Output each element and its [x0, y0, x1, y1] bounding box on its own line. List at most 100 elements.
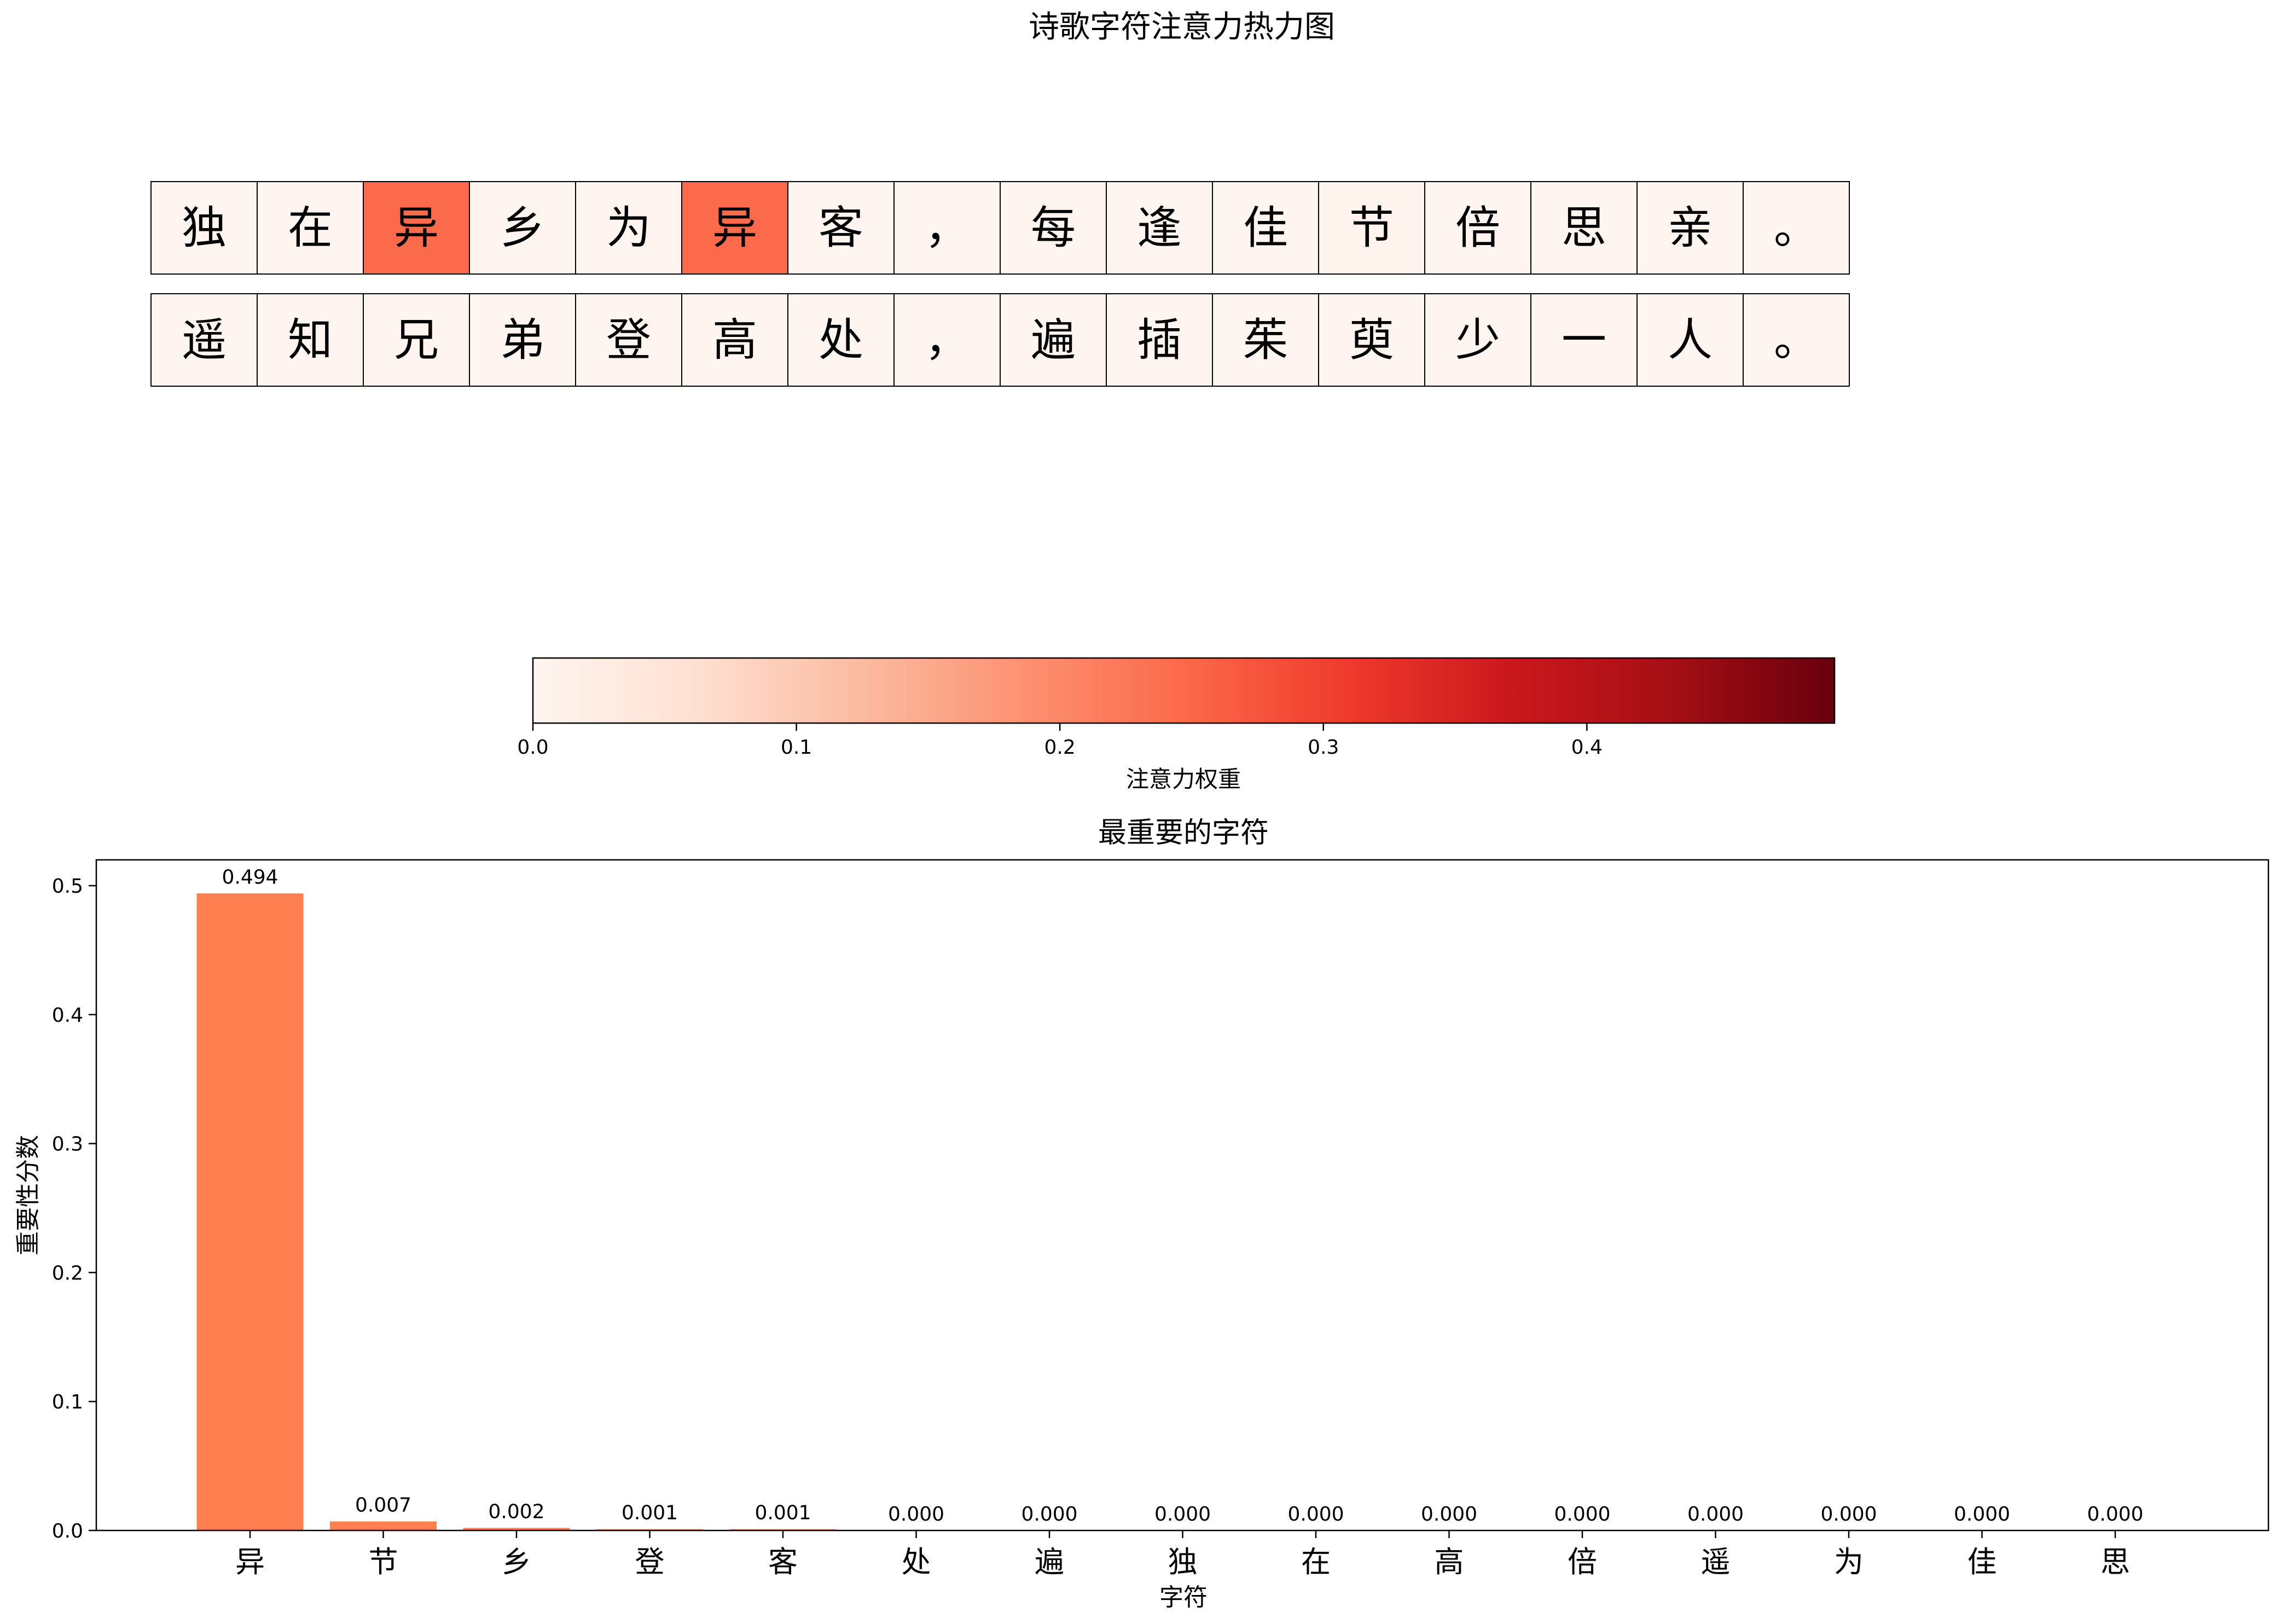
heatmap-cell-char: 异: [394, 202, 439, 254]
bar-chart-title: 最重要的字符: [1098, 817, 1269, 849]
y-tick-label: 0.2: [52, 1262, 83, 1284]
x-tick-label: 高: [1435, 1545, 1464, 1579]
colorbar-tick-label: 0.1: [781, 736, 812, 759]
heatmap-cell-char: ，: [925, 315, 970, 366]
y-axis: 0.0 0.1 0.2 0.3 0.4 0.5: [52, 875, 96, 1542]
bar-value-label: 0.000: [1154, 1503, 1211, 1526]
bar-chart-panel: 最重要的字符 0.494 0.007 0.002 0.001 0.001 0.000 0.0…: [14, 817, 2270, 1611]
bar-value-label: 0.000: [1021, 1503, 1077, 1526]
heatmap-title: 诗歌字符注意力热力图: [1029, 9, 1335, 45]
x-tick-label: 节: [369, 1545, 398, 1579]
heatmap-cell: [469, 293, 576, 387]
colorbar-ticks: 0.0 0.1 0.2 0.3 0.4: [517, 723, 1603, 759]
heatmap-cell: [575, 181, 682, 275]
heatmap-cell-char: 节: [1349, 202, 1394, 254]
heatmap-cell-char: 每: [1031, 202, 1076, 254]
bar-value-label: 0.000: [1820, 1503, 1877, 1526]
heatmap-cell: [1318, 181, 1425, 275]
x-tick-label: 为: [1834, 1545, 1864, 1579]
heatmap-cell-char: 人: [1668, 315, 1713, 366]
x-tick-label: 登: [635, 1545, 665, 1579]
heatmap-cell: [1212, 293, 1319, 387]
colorbar-tick-label: 0.3: [1308, 736, 1339, 759]
heatmap-cell-char: 萸: [1349, 315, 1394, 366]
heatmap-cell-char: 为: [606, 202, 651, 254]
bar: [463, 1528, 570, 1530]
colorbar-tick-label: 0.2: [1044, 736, 1076, 759]
heatmap-cell: [1743, 181, 1850, 275]
heatmap-cell-char: 逢: [1137, 202, 1182, 254]
bar-value-label: 0.000: [1687, 1503, 1744, 1526]
heatmap-cell: [1424, 181, 1531, 275]
bar-value-label: 0.007: [355, 1494, 411, 1516]
heatmap-cell: [681, 293, 788, 387]
heatmap-cell-char: 独: [182, 202, 227, 254]
bar-value-label: 0.002: [488, 1500, 544, 1523]
heatmap-cell: [1318, 293, 1425, 387]
heatmap-cell-char: 佳: [1243, 202, 1288, 254]
heatmap-cell: [1106, 181, 1213, 275]
x-tick-label: 在: [1301, 1545, 1331, 1579]
heatmap-cell: [1530, 181, 1638, 275]
bar-value-label: 0.000: [1287, 1503, 1344, 1526]
colorbar-tick-label: 0.4: [1571, 736, 1603, 759]
bar: [330, 1521, 437, 1530]
heatmap-cell: [575, 293, 682, 387]
bar-value-label: 0.000: [888, 1503, 944, 1526]
colorbar: 0.0 0.1 0.2 0.3 0.4 注意力权重: [517, 657, 1836, 793]
x-tick-label: 独: [1168, 1545, 1198, 1579]
y-tick-label: 0.0: [52, 1520, 83, 1542]
heatmap-cell-char: 登: [606, 315, 651, 366]
x-tick-label: 客: [768, 1545, 798, 1579]
bar-value-label: 0.000: [1554, 1503, 1610, 1526]
heatmap-cell-char: 思: [1562, 202, 1606, 254]
heatmap-panel: 诗歌字符注意力热力图 独在异乡为异客，每逢佳节倍思亲。遥知兄弟登高处，遍插茱萸少…: [150, 9, 1850, 387]
x-tick-label: 乡: [502, 1545, 531, 1579]
heatmap-cell-char: 异: [712, 202, 757, 254]
heatmap-cell: [469, 181, 576, 275]
heatmap-cell: [1636, 181, 1744, 275]
heatmap-cell-char: 遥: [182, 315, 227, 366]
heatmap-cell: [1424, 293, 1531, 387]
heatmap-cell-char: 遍: [1031, 315, 1076, 366]
x-axis: 异节乡登客处遍独在高倍遥为佳思: [235, 1530, 2130, 1579]
bar-value-label: 0.000: [1954, 1503, 2010, 1526]
heatmap-cell-char: 客: [819, 202, 863, 254]
y-tick-label: 0.1: [52, 1391, 83, 1413]
colorbar-label: 注意力权重: [1126, 766, 1241, 793]
heatmap-cell: [787, 293, 895, 387]
heatmap-cell: [787, 181, 895, 275]
y-tick-label: 0.5: [52, 875, 83, 898]
heatmap-cell: [363, 293, 470, 387]
heatmap-cell-char: 。: [1774, 315, 1819, 366]
x-tick-label: 倍: [1568, 1545, 1597, 1579]
x-tick-label: 遍: [1035, 1545, 1064, 1579]
heatmap-cell-char: 。: [1774, 202, 1819, 254]
heatmap-cell: [1636, 293, 1744, 387]
bar-value-label: 0.000: [1421, 1503, 1477, 1526]
x-tick-label: 思: [2100, 1545, 2130, 1579]
y-axis-label: 重要性分数: [14, 1135, 42, 1255]
heatmap-cell-char: 知: [288, 315, 333, 366]
y-tick-label: 0.3: [52, 1133, 83, 1156]
bars: 0.494 0.007 0.002 0.001 0.001 0.000 0.000 0.000…: [196, 866, 2144, 1530]
heatmap-cell-char: 处: [819, 315, 863, 366]
heatmap-cell: [363, 181, 470, 275]
heatmap-cell-char: ，: [925, 202, 970, 254]
bar-value-label: 0.494: [222, 866, 278, 888]
heatmap-cell: [150, 293, 258, 387]
heatmap-cell-char: 兄: [394, 315, 439, 366]
bar-value-label: 0.000: [2087, 1503, 2143, 1526]
colorbar-tick-label: 0.0: [517, 736, 548, 759]
heatmap-cell: [257, 293, 364, 387]
heatmap-cell-char: 弟: [500, 315, 545, 366]
colorbar-gradient: [532, 657, 1836, 724]
heatmap-cell: [1000, 293, 1107, 387]
heatmap-cells: 独在异乡为异客，每逢佳节倍思亲。遥知兄弟登高处，遍插茱萸少一人。: [150, 181, 1850, 387]
heatmap-cell: [150, 181, 258, 275]
x-tick-label: 遥: [1701, 1545, 1731, 1579]
x-axis-label: 字符: [1159, 1584, 1208, 1611]
heatmap-cell-char: 插: [1137, 315, 1182, 366]
heatmap-cell-char: 在: [288, 202, 333, 254]
